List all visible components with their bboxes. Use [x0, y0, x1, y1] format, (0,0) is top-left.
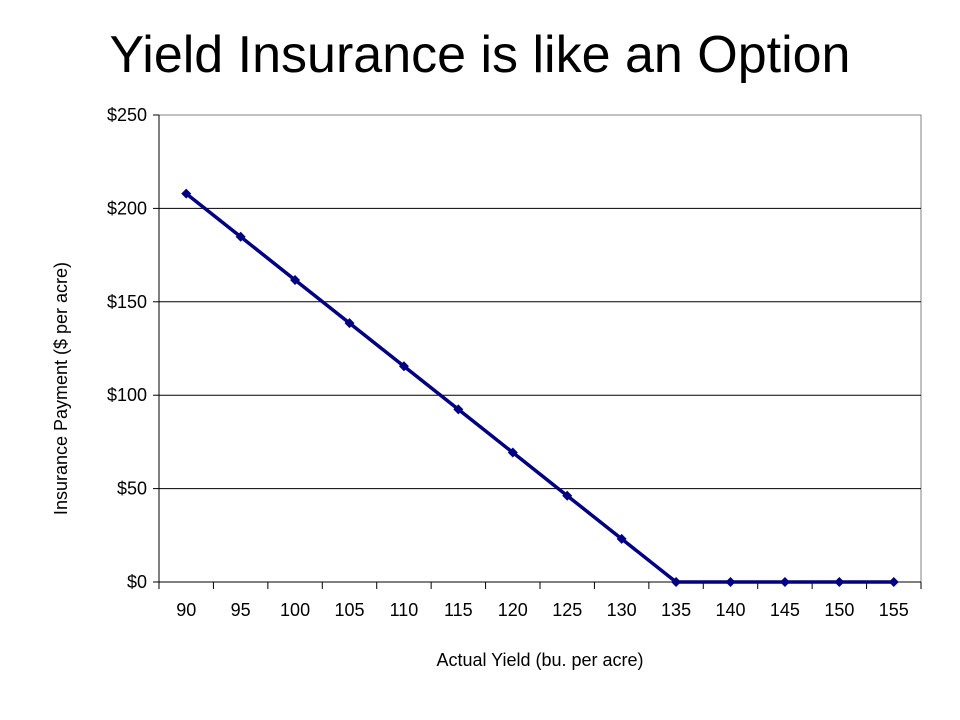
data-point-marker: [616, 533, 627, 544]
data-point-marker: [725, 577, 736, 587]
data-point-marker: [507, 447, 518, 458]
x-tick-label: 100: [280, 600, 310, 620]
y-tick-label: $250: [107, 105, 147, 125]
series-group: [181, 188, 899, 587]
data-point-marker: [562, 490, 573, 501]
data-point-marker: [344, 318, 355, 329]
y-tick-label: $100: [107, 385, 147, 405]
gridlines: [159, 207, 921, 490]
x-tick-label: 115: [444, 600, 473, 620]
x-tick-label: 135: [661, 600, 691, 620]
x-tick-label: 125: [552, 600, 582, 620]
x-tick-label: 110: [390, 600, 419, 620]
x-tick-label: 140: [715, 600, 745, 620]
plot-area: [158, 114, 922, 583]
y-tick-label: $150: [107, 292, 147, 312]
data-point-marker: [290, 274, 301, 285]
x-tick-label: 155: [879, 600, 909, 620]
plot-frame: [158, 114, 922, 583]
slide-title: Yield Insurance is like an Option: [109, 26, 851, 84]
data-point-marker: [888, 577, 899, 587]
x-tick-label: 145: [770, 600, 800, 620]
series-line: [185, 192, 894, 584]
y-tick-label: $50: [117, 479, 147, 499]
data-point-marker: [398, 361, 409, 372]
x-tick-label: 95: [231, 600, 251, 620]
data-point-marker: [834, 577, 845, 587]
x-tick-label: 120: [498, 600, 528, 620]
y-tick-label: $200: [107, 198, 147, 218]
x-tick-label: 150: [824, 600, 854, 620]
x-axis-title: Actual Yield (bu. per acre): [436, 650, 643, 670]
y-axis-ticks: $0 $50 $100 $150 $200 $250: [107, 105, 160, 592]
data-point-marker: [235, 231, 246, 242]
x-axis-ticks: 90 95 100 105 110 115 120 125 130 135 140 145 150 155: [158, 581, 922, 620]
x-tick-label: 90: [176, 600, 196, 620]
data-point-marker: [671, 577, 682, 587]
y-tick-label: $0: [127, 572, 147, 592]
data-point-marker: [453, 404, 464, 415]
y-axis-title: Insurance Payment ($ per acre): [51, 262, 71, 515]
data-point-marker: [181, 188, 192, 199]
data-point-marker: [779, 577, 790, 587]
x-tick-label: 105: [334, 600, 364, 620]
x-tick-label: 130: [607, 600, 637, 620]
